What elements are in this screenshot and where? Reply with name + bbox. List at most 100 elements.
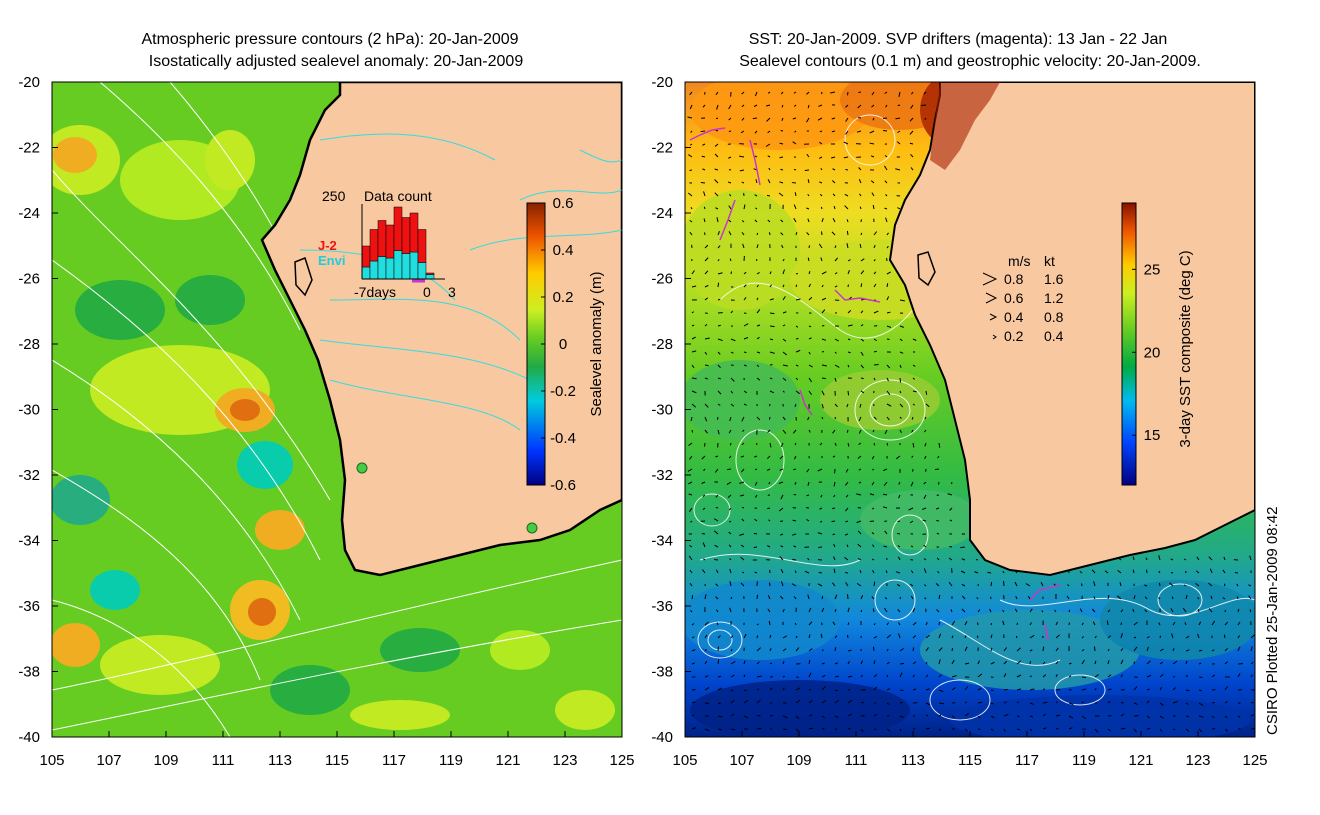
legend-ms-1: 0.8 bbox=[1004, 271, 1024, 287]
colorbar-tick-label: 0.6 bbox=[553, 195, 574, 212]
velocity-arrow bbox=[692, 595, 693, 599]
velocity-arrow bbox=[1224, 635, 1225, 638]
velocity-arrow bbox=[926, 391, 927, 395]
colorbar-tick-label: -0.6 bbox=[550, 477, 576, 494]
velocity-arrow bbox=[822, 325, 824, 326]
velocity-arrow bbox=[744, 690, 747, 691]
inset-legend-envi: Envi bbox=[318, 253, 345, 268]
velocity-arrow bbox=[873, 608, 874, 612]
inset-bar-j2 bbox=[370, 230, 378, 262]
y-tick-label: -22 bbox=[651, 140, 673, 157]
y-tick-label: -22 bbox=[18, 140, 40, 157]
x-tick-label: 105 bbox=[39, 752, 64, 769]
x-tick-label: 105 bbox=[672, 752, 697, 769]
velocity-arrow bbox=[692, 430, 693, 433]
velocity-arrow bbox=[718, 283, 719, 287]
y-tick-label: -40 bbox=[18, 729, 40, 746]
legend-header-kt: kt bbox=[1044, 253, 1055, 269]
velocity-arrow bbox=[783, 729, 787, 730]
x-tick-label: 109 bbox=[786, 752, 811, 769]
y-tick-label: -36 bbox=[651, 598, 673, 615]
colorbar-tick-label: 0.4 bbox=[553, 242, 574, 259]
inset-bar-j2 bbox=[410, 213, 418, 252]
velocity-arrow bbox=[769, 232, 770, 235]
velocity-arrow bbox=[1056, 689, 1060, 690]
legend-kt-3: 0.8 bbox=[1044, 309, 1064, 325]
velocity-arrow bbox=[900, 690, 903, 691]
velocity-arrow bbox=[847, 231, 848, 235]
station-marker-1 bbox=[357, 463, 367, 473]
velocity-arrow bbox=[900, 663, 904, 664]
y-tick-label: -20 bbox=[651, 74, 673, 91]
velocity-arrow bbox=[795, 623, 796, 625]
right-title-line1: SST: 20-Jan-2009. SVP drifters (magenta)… bbox=[749, 31, 1168, 48]
velocity-arrow bbox=[991, 582, 992, 586]
inset-bar-j2 bbox=[386, 225, 394, 258]
inset-legend-j2: J-2 bbox=[318, 238, 337, 253]
colorbar-tick-label: 0.2 bbox=[553, 289, 574, 306]
x-tick-label: 119 bbox=[1072, 752, 1096, 769]
right-panel: SST: 20-Jan-2009. SVP drifters (magenta)… bbox=[651, 31, 1281, 769]
y-tick-label: -32 bbox=[651, 467, 673, 484]
y-tick-label: -28 bbox=[651, 336, 673, 353]
y-tick-label: -30 bbox=[18, 402, 40, 419]
velocity-arrow bbox=[718, 647, 719, 651]
velocity-arrow bbox=[756, 443, 757, 445]
legend-header-ms: m/s bbox=[1008, 253, 1031, 269]
x-tick-label: 125 bbox=[1242, 752, 1267, 769]
legend-ms-4: 0.2 bbox=[1004, 328, 1024, 344]
velocity-arrow bbox=[744, 352, 746, 353]
y-tick-label: -40 bbox=[651, 729, 673, 746]
inset-xlabel-end: 3 bbox=[448, 284, 456, 300]
velocity-arrow bbox=[921, 105, 926, 106]
velocity-arrow bbox=[1251, 702, 1253, 703]
x-tick-label: 115 bbox=[325, 752, 349, 769]
velocity-arrow bbox=[832, 521, 835, 522]
right-map bbox=[680, 70, 1260, 745]
velocity-arrow bbox=[1237, 596, 1238, 599]
y-tick-label: -32 bbox=[18, 467, 40, 484]
velocity-arrow bbox=[1082, 677, 1086, 678]
station-marker-2 bbox=[527, 523, 537, 533]
velocity-arrow bbox=[900, 702, 903, 703]
velocity-arrow bbox=[978, 729, 981, 730]
velocity-arrow bbox=[1171, 572, 1173, 573]
x-tick-label: 111 bbox=[212, 752, 235, 769]
velocity-arrow bbox=[718, 325, 721, 326]
inset-title: Data count bbox=[364, 188, 432, 204]
x-tick-label: 109 bbox=[153, 752, 178, 769]
inset-bar-envi bbox=[362, 267, 370, 279]
y-tick-label: -38 bbox=[651, 664, 673, 681]
inset-bar-envi bbox=[418, 263, 426, 280]
velocity-arrow bbox=[1159, 583, 1160, 586]
velocity-arrow bbox=[1017, 716, 1020, 717]
left-panel: Atmospheric pressure contours (2 hPa): 2… bbox=[18, 31, 634, 769]
colorbar-tick-label: -0.4 bbox=[550, 430, 576, 447]
velocity-arrow bbox=[756, 259, 757, 261]
x-tick-label: 125 bbox=[609, 752, 634, 769]
inset-bar-envi bbox=[386, 258, 394, 279]
colorbar-tick-label: 20 bbox=[1144, 344, 1161, 361]
velocity-arrow bbox=[887, 675, 888, 677]
velocity-arrow bbox=[822, 378, 826, 379]
velocity-arrow bbox=[886, 570, 887, 573]
velocity-arrow bbox=[845, 572, 848, 573]
inset-bar-envi bbox=[394, 251, 402, 280]
legend-ms-2: 0.6 bbox=[1004, 290, 1024, 306]
velocity-arrow bbox=[898, 521, 900, 522]
velocity-arrow bbox=[977, 636, 978, 638]
colorbar-tick-label: 15 bbox=[1144, 427, 1161, 444]
x-tick-label: 117 bbox=[382, 752, 406, 769]
velocity-arrow bbox=[991, 690, 993, 691]
sla-colorbar-label: Sealevel anomaly (m) bbox=[588, 271, 605, 416]
x-tick-label: 113 bbox=[901, 752, 925, 769]
velocity-arrow bbox=[1004, 689, 1008, 690]
velocity-arrow bbox=[1017, 623, 1018, 625]
inset-bar-envi bbox=[402, 254, 410, 280]
velocity-arrow bbox=[976, 559, 978, 560]
y-tick-label: -28 bbox=[18, 336, 40, 353]
velocity-arrow bbox=[1107, 620, 1108, 625]
velocity-arrow bbox=[770, 635, 771, 638]
velocity-arrow bbox=[897, 533, 900, 534]
velocity-arrow bbox=[757, 233, 758, 235]
